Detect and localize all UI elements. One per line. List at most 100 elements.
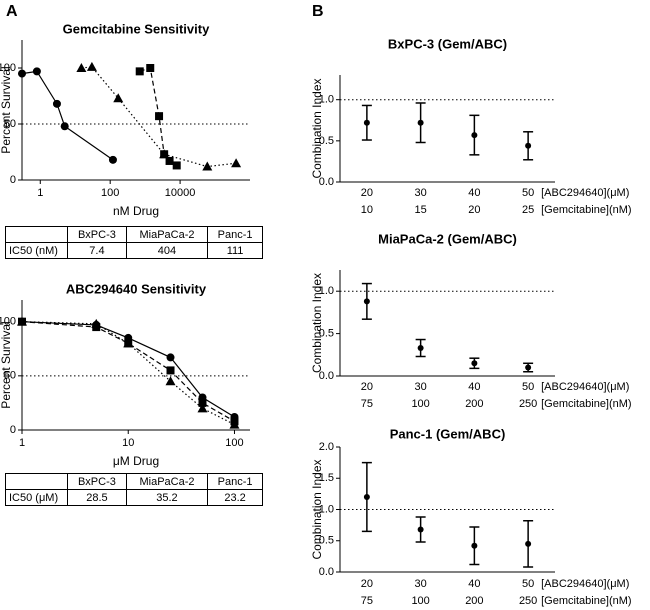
x-tick-label: 50 bbox=[522, 381, 534, 393]
x-tick-label: 20 bbox=[468, 204, 480, 216]
x-tick-label: 50 bbox=[522, 578, 534, 590]
point bbox=[525, 142, 532, 149]
row-label: IC50 (nM) bbox=[5, 242, 68, 259]
table-header: Panc-1 bbox=[207, 473, 263, 490]
y-axis-title: Combination Index bbox=[310, 273, 324, 373]
x-tick-label: 200 bbox=[465, 595, 483, 607]
y-axis-title: Percent Survival bbox=[0, 66, 13, 153]
x-tick-label: 100 bbox=[225, 437, 243, 449]
x-tick-label: 30 bbox=[415, 381, 427, 393]
table-header: BxPC-3 bbox=[67, 473, 127, 490]
point bbox=[363, 119, 370, 126]
x-tick-label: 100 bbox=[411, 595, 429, 607]
x-axis-title: μM Drug bbox=[113, 454, 159, 468]
x-tick-label: 1 bbox=[37, 187, 43, 199]
x-tick-label: 40 bbox=[468, 578, 480, 590]
y-tick-label: 0.5 bbox=[319, 135, 334, 147]
table-cell: 111 bbox=[207, 242, 263, 259]
x-tick-label: 1 bbox=[19, 437, 25, 449]
table-cell bbox=[5, 473, 68, 490]
x-tick-label: 15 bbox=[415, 204, 427, 216]
row-label: IC50 (μM) bbox=[5, 489, 68, 506]
marker bbox=[146, 64, 155, 72]
x-tick-label: 10000 bbox=[165, 187, 196, 199]
x-tick-label: 10 bbox=[361, 204, 373, 216]
table-header: MiaPaCa-2 bbox=[125, 226, 209, 243]
marker bbox=[165, 156, 174, 165]
panel-label: A bbox=[6, 3, 18, 20]
y-tick-label: 1.0 bbox=[319, 94, 334, 106]
x-tick-label: 250 bbox=[519, 398, 537, 410]
point bbox=[363, 298, 370, 305]
x-tick-label: 100 bbox=[411, 398, 429, 410]
point bbox=[471, 132, 478, 139]
y-tick-label: 1.5 bbox=[319, 472, 334, 484]
y-tick-label: 100 bbox=[0, 62, 16, 74]
y-tick-label: 50 bbox=[4, 118, 16, 130]
table-cell: 7.4 bbox=[67, 242, 127, 259]
y-tick-label: 0.5 bbox=[319, 535, 334, 547]
panel-label: B bbox=[312, 3, 324, 20]
marker bbox=[165, 376, 176, 386]
x-tick-label: 40 bbox=[468, 187, 480, 199]
table-header: Panc-1 bbox=[207, 226, 263, 243]
marker bbox=[108, 155, 117, 164]
series-line bbox=[21, 321, 235, 418]
y-axis-title: Combination Index bbox=[310, 78, 324, 178]
chart-title: MiaPaCa-2 (Gem/ABC) bbox=[378, 231, 517, 246]
marker bbox=[113, 93, 124, 103]
table-cell: 23.2 bbox=[207, 489, 263, 506]
marker bbox=[135, 67, 144, 76]
y-tick-label: 0.0 bbox=[319, 370, 334, 382]
y-tick-label: 50 bbox=[4, 370, 16, 382]
marker bbox=[17, 316, 27, 326]
marker bbox=[172, 161, 181, 170]
x-tick-label: 20 bbox=[361, 578, 373, 590]
point bbox=[417, 526, 424, 533]
y-tick-label: 100 bbox=[0, 316, 16, 328]
marker bbox=[197, 403, 208, 413]
x-tick-label: 200 bbox=[465, 398, 483, 410]
y-tick-label: 0.0 bbox=[319, 176, 334, 188]
y-axis-title: Combination Index bbox=[310, 459, 324, 559]
y-tick-label: 1.0 bbox=[319, 503, 334, 515]
marker bbox=[86, 61, 97, 71]
category-label: [ABC294640](μM) bbox=[541, 187, 629, 199]
marker bbox=[166, 366, 175, 375]
y-tick-label: 2.0 bbox=[319, 441, 334, 453]
table-cell bbox=[5, 226, 68, 243]
x-tick-label: 100 bbox=[101, 187, 119, 199]
y-tick-label: 1.0 bbox=[319, 285, 334, 297]
x-tick-label: 75 bbox=[361, 398, 373, 410]
marker bbox=[60, 122, 69, 131]
x-tick-label: 20 bbox=[361, 381, 373, 393]
series-line bbox=[21, 321, 235, 422]
marker bbox=[229, 419, 240, 429]
point bbox=[363, 494, 370, 500]
table-header: MiaPaCa-2 bbox=[125, 473, 209, 490]
x-tick-label: 30 bbox=[415, 187, 427, 199]
marker bbox=[52, 99, 61, 108]
chart-title: BxPC-3 (Gem/ABC) bbox=[388, 36, 507, 51]
point bbox=[471, 542, 478, 549]
marker bbox=[202, 161, 213, 171]
table-header: BxPC-3 bbox=[67, 226, 127, 243]
marker bbox=[166, 353, 175, 362]
x-tick-label: 20 bbox=[361, 187, 373, 199]
marker bbox=[76, 63, 87, 72]
table-cell: 404 bbox=[125, 242, 209, 259]
point bbox=[471, 360, 478, 367]
x-tick-label: 250 bbox=[519, 595, 537, 607]
x-tick-label: 30 bbox=[415, 578, 427, 590]
point bbox=[417, 119, 424, 126]
category-label: [Gemcitabine](nM) bbox=[541, 398, 631, 410]
y-tick-label: 0 bbox=[10, 424, 16, 436]
chart-title: Gemcitabine Sensitivity bbox=[63, 21, 210, 36]
marker bbox=[18, 69, 26, 78]
marker bbox=[155, 112, 164, 121]
table-cell: 35.2 bbox=[125, 489, 209, 506]
category-label: [Gemcitabine](nM) bbox=[541, 204, 631, 216]
marker bbox=[198, 398, 207, 407]
